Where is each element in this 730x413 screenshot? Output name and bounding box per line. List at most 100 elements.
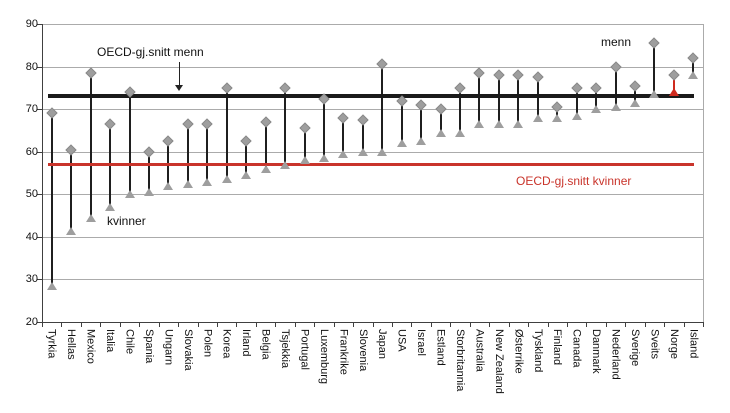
dumbbell-line-USA <box>400 100 403 144</box>
x-tick <box>489 322 491 327</box>
x-label-Chile: Chile <box>123 329 136 355</box>
menn-marker-Norge <box>668 69 680 81</box>
dumbbell-line-Estland <box>439 109 442 133</box>
x-label-Irland: Irland <box>240 329 253 357</box>
menn-marker-Slovenia <box>357 114 369 126</box>
menn-marker-Island <box>687 52 699 64</box>
dumbbell-line-Canada <box>575 87 578 116</box>
menn-marker-Estland <box>434 103 447 115</box>
kvinner-marker-New Zealand <box>493 120 504 128</box>
gridline-80 <box>42 66 703 68</box>
x-label-Sveits: Sveits <box>648 329 661 359</box>
gridline-50 <box>42 194 703 196</box>
menn-marker-Frankrike <box>337 112 349 124</box>
y-axis-label-70: 70 <box>25 103 38 116</box>
gridline-30 <box>42 279 703 281</box>
kvinner-marker-Danmark <box>591 105 602 114</box>
menn-marker-Tyskland <box>532 71 544 83</box>
menn-marker-Spania <box>143 146 155 158</box>
y-axis-label-80: 80 <box>25 60 38 73</box>
x-tick <box>100 322 102 327</box>
kvinner-marker-Luxemburg <box>318 154 329 163</box>
x-tick <box>119 322 121 327</box>
dumbbell-line-Slovenia <box>361 119 364 152</box>
x-label-Finland: Finland <box>551 329 564 366</box>
kvinner-marker-Canada <box>571 111 582 120</box>
kvinner-marker-Italia <box>105 203 115 212</box>
arrow-line <box>179 62 180 86</box>
menn-marker-Tsjekkia <box>279 82 291 94</box>
kvinner-marker-Finland <box>552 113 563 122</box>
menn-marker-Storbritannia <box>454 82 466 94</box>
y-axis-label-90: 90 <box>25 18 38 30</box>
x-label-Korea: Korea <box>220 329 233 359</box>
dumbbell-line-Polen <box>206 124 209 182</box>
kvinner-marker-Hellas <box>66 226 77 235</box>
y-axis <box>42 24 43 322</box>
x-label-Slovenia: Slovenia <box>356 329 369 372</box>
x-label-Luxemburg: Luxemburg <box>317 329 330 385</box>
x-tick <box>625 322 627 327</box>
y-tick-40 <box>37 236 42 238</box>
dumbbell-line-New Zealand <box>497 75 500 125</box>
x-label-Østerrike: Østerrike <box>512 329 525 374</box>
kvinner-marker-Polen <box>202 177 213 186</box>
kvinner-marker-Tyskland <box>532 113 543 122</box>
y-tick-20 <box>37 322 42 323</box>
annotation-menn: menn <box>601 35 632 49</box>
x-label-Hellas: Hellas <box>65 329 78 360</box>
menn-marker-Korea <box>221 82 233 94</box>
gridline-70 <box>42 109 703 111</box>
dumbbell-line-Storbritannia <box>459 87 461 133</box>
dumbbell-line-Mexico <box>89 73 92 218</box>
x-label-Frankrike: Frankrike <box>337 329 350 375</box>
kvinner-marker-Norge <box>668 88 679 97</box>
menn-marker-Canada <box>570 82 583 94</box>
x-tick <box>566 322 568 327</box>
x-label-Portugal: Portugal <box>298 329 311 370</box>
menn-marker-Italia <box>104 118 116 130</box>
dumbbell-line-Norge <box>672 75 675 93</box>
dumbbell-line-Frankrike <box>342 117 345 154</box>
menn-marker-Sverige <box>629 80 641 92</box>
x-label-Japan: Japan <box>376 329 389 359</box>
dumbbell-line-Spania <box>147 151 150 193</box>
dumbbell-line-Island <box>692 58 695 76</box>
kvinner-marker-USA <box>396 139 407 148</box>
x-tick <box>158 322 160 327</box>
plot-right-border <box>703 24 704 322</box>
dumbbell-line-Østerrike <box>517 75 520 125</box>
annotation-kvinner: kvinner <box>107 214 146 228</box>
x-label-Norge: Norge <box>667 329 680 359</box>
y-tick-30 <box>37 279 42 281</box>
x-tick <box>236 322 238 327</box>
x-tick <box>61 322 63 327</box>
x-label-Ungarn: Ungarn <box>162 329 175 366</box>
menn-marker-Slovakia <box>182 118 194 130</box>
kvinner-marker-Irland <box>241 171 252 180</box>
y-axis-label-40: 40 <box>25 230 38 243</box>
x-tick <box>644 322 646 327</box>
x-label-Danmark: Danmark <box>590 329 603 374</box>
x-tick <box>42 322 43 327</box>
kvinner-marker-Australia <box>474 120 485 128</box>
kvinner-marker-Mexico <box>85 213 96 222</box>
dumbbell-line-Portugal <box>303 128 306 161</box>
gridline-60 <box>42 151 703 153</box>
x-tick <box>469 322 471 327</box>
kvinner-marker-Belgia <box>260 164 271 173</box>
x-label-Canada: Canada <box>570 329 583 368</box>
kvinner-marker-Østerrike <box>513 120 524 128</box>
x-tick <box>683 322 685 327</box>
menn-marker-Australia <box>473 67 486 79</box>
menn-marker-Irland <box>240 135 252 147</box>
menn-marker-Nederland <box>609 60 622 73</box>
x-tick <box>430 322 432 327</box>
x-tick <box>411 322 413 327</box>
dumbbell-line-Japan <box>381 64 384 152</box>
dumbbell-line-Slovakia <box>186 124 189 184</box>
menn-marker-Mexico <box>84 67 97 79</box>
x-label-Tyskland: Tyskland <box>531 329 544 373</box>
kvinner-marker-Frankrike <box>338 149 349 158</box>
